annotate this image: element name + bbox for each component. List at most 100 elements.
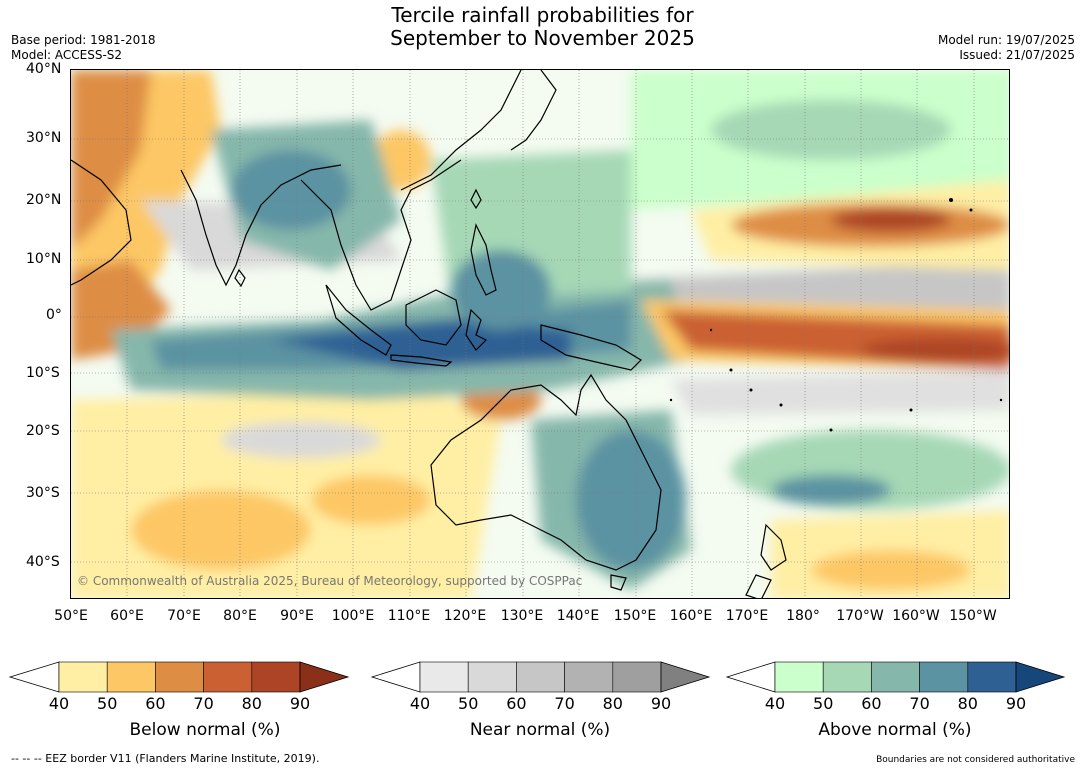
coast-sri-lanka: [234, 268, 246, 288]
copyright-notice: © Commonwealth of Australia 2025, Bureau…: [77, 574, 583, 588]
colorbar-segment: [155, 661, 204, 693]
colorbar-tick-label: 70: [193, 694, 214, 713]
boundary-disclaimer: Boundaries are not considered authoritat…: [876, 755, 1075, 765]
lon-label: 70°E: [167, 608, 201, 624]
map-title: Tercile rainfall probabilities for Septe…: [0, 4, 1085, 50]
coast-japan: [510, 70, 557, 151]
colorbar-segment: [564, 661, 614, 693]
colorbar-segment: [516, 661, 565, 693]
pacific-islands: [669, 198, 1003, 432]
colorbar-tick-label: 50: [458, 694, 479, 713]
meta-left: Base period: 1981-2018 Model: ACCESS-S2: [11, 33, 156, 63]
lon-label: 170°W: [836, 608, 884, 624]
issued-date: Issued: 21/07/2025: [959, 48, 1075, 62]
colorbar-segment: [58, 661, 108, 693]
colorbar-tick-label: 80: [241, 694, 262, 713]
base-period: Base period: 1981-2018: [11, 33, 156, 47]
colorbars: [8, 661, 1066, 693]
colorbar-segment: [967, 661, 1017, 693]
colorbar-segment: [419, 661, 469, 693]
lon-label: 160°E: [669, 608, 713, 624]
lon-label: 160°W: [892, 608, 940, 624]
coast-arabia: [71, 159, 132, 286]
colorbar-tick-label: 70: [554, 694, 575, 713]
coast-taiwan: [470, 188, 482, 210]
colorbar-tick-label: 80: [602, 694, 623, 713]
colorbar-tick-label: 40: [409, 694, 431, 713]
coast-java: [390, 354, 453, 367]
colorbar-below-title: Below normal (%): [129, 720, 281, 740]
coast-new-zealand: [745, 523, 787, 598]
colorbar-near-title: Near normal (%): [469, 720, 611, 740]
colorbar-segment: [251, 661, 301, 693]
model-run: Model run: 19/07/2025: [937, 33, 1075, 47]
colorbar-segment: [919, 661, 969, 693]
colorbar-low-extend: [370, 661, 421, 693]
colorbar-below-normal: [8, 661, 350, 693]
lon-label: 80°E: [223, 608, 257, 624]
lon-label: 120°E: [443, 608, 487, 624]
coast-borneo: [405, 289, 462, 346]
lat-label: 30°N: [26, 130, 62, 146]
lon-label: 130°E: [500, 608, 544, 624]
lon-label: 100°E: [331, 608, 375, 624]
lat-label: 40°S: [26, 554, 60, 570]
colorbar-segment: [822, 661, 872, 693]
coast-sumatra: [325, 284, 392, 356]
lat-label: 10°S: [26, 365, 60, 381]
coast-philippines: [470, 223, 497, 296]
lat-label: 30°S: [26, 485, 60, 501]
colorbar-tick-label: 40: [764, 694, 786, 713]
title-line-1: Tercile rainfall probabilities for: [391, 3, 694, 27]
colorbar-tick-label: 40: [48, 694, 70, 713]
coast-india: [180, 164, 342, 287]
colorbar-tick-label: 80: [957, 694, 978, 713]
coast-china: [400, 70, 522, 191]
lat-label: 0°: [46, 307, 62, 323]
colorbar-high-extend: [299, 661, 350, 693]
colorbar-tick-label: 60: [861, 694, 882, 713]
colorbar-segment: [774, 661, 824, 693]
meta-right: Model run: 19/07/2025 Issued: 21/07/2025: [938, 33, 1075, 63]
colorbar-tick-label: 50: [97, 694, 118, 713]
lon-label: 140°E: [556, 608, 600, 624]
colorbar-tick-label: 90: [1005, 694, 1027, 713]
lon-label: 90°E: [280, 608, 314, 624]
colorbar-low-extend: [725, 661, 776, 693]
colorbar-tick-label: 90: [289, 694, 311, 713]
colorbar-high-extend: [660, 661, 711, 693]
colorbar-segment: [203, 661, 253, 693]
lat-label: 20°N: [26, 192, 62, 208]
colorbar-above-title: Above normal (%): [818, 720, 972, 740]
lat-label: 40°N: [26, 61, 62, 77]
lon-label: 180°: [786, 608, 820, 624]
lon-label: 150°W: [949, 608, 997, 624]
lon-label: 150°E: [613, 608, 657, 624]
colorbar-tick-label: 60: [145, 694, 166, 713]
colorbar-low-extend: [8, 661, 60, 693]
map-canvas: [71, 70, 1009, 598]
lon-label: 60°E: [110, 608, 144, 624]
eez-note: -- -- -- EEZ border V11 (Flanders Marine…: [11, 752, 320, 765]
coast-new-guinea: [540, 324, 642, 371]
colorbar-tick-label: 50: [813, 694, 834, 713]
coastlines: [71, 70, 787, 598]
colorbar-above-normal: [725, 661, 1066, 693]
colorbar-segment: [106, 661, 156, 693]
lat-label: 10°N: [26, 251, 62, 267]
colorbar-tick-label: 90: [650, 694, 672, 713]
colorbar-near-normal: [370, 661, 711, 693]
coast-indochina: [300, 159, 462, 311]
graticule: [71, 70, 1009, 598]
title-line-2: September to November 2025: [390, 26, 695, 50]
coast-tasmania: [610, 574, 627, 591]
map-panel: [70, 69, 1010, 599]
colorbar-tick-label: 60: [506, 694, 527, 713]
colorbar-segment: [871, 661, 920, 693]
lon-label: 110°E: [387, 608, 431, 624]
colorbar-tick-label: 70: [909, 694, 930, 713]
coast-australia: [430, 373, 662, 571]
coast-sulawesi: [465, 308, 488, 351]
colorbar-high-extend: [1015, 661, 1066, 693]
lat-label: 20°S: [26, 423, 60, 439]
